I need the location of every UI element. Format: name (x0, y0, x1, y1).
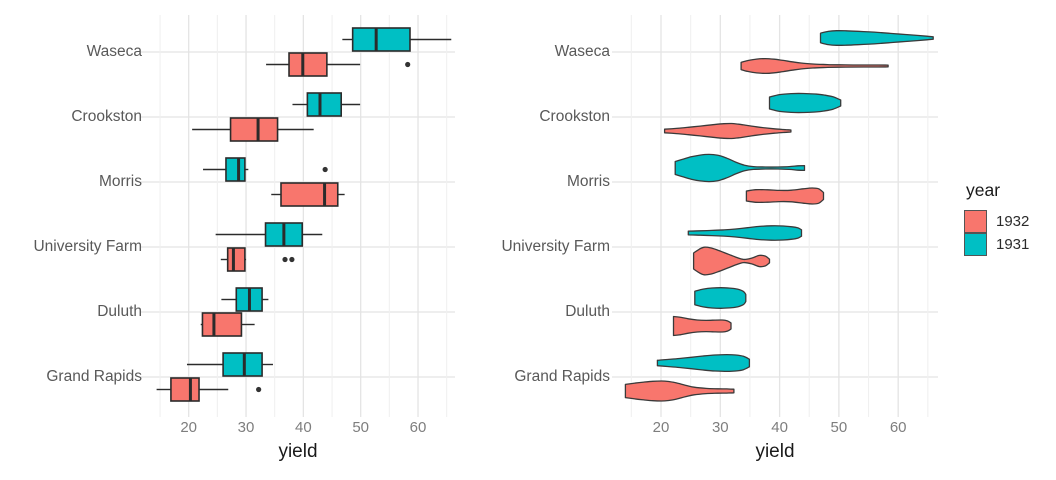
box-waseca-1931 (351, 27, 411, 52)
violin-grand-rapids-1931 (656, 353, 751, 373)
site-label-waseca-right: Waseca (554, 43, 610, 60)
box-crookston-1931 (306, 92, 342, 117)
violin-duluth-1931 (694, 287, 747, 309)
box-waseca-1932 (288, 52, 328, 77)
violin-university-farm-1931 (687, 225, 803, 241)
legend: year 1932 1931 (964, 180, 1029, 256)
violin-crookston-1932 (663, 122, 792, 140)
legend-swatch-1931-icon (964, 233, 987, 256)
x-tick-30-right: 30 (711, 419, 729, 436)
site-label-crookston-right: Crookston (539, 108, 610, 125)
x-tick-30-left: 30 (237, 419, 255, 436)
x-tick-40-left: 40 (295, 419, 312, 436)
site-label-crookston-left: Crookston (71, 108, 142, 125)
x-tick-40-right: 40 (771, 419, 788, 436)
legend-label-1932: 1932 (996, 213, 1030, 230)
violin-morris-1932 (745, 187, 825, 205)
box-crookston-1932 (229, 117, 279, 142)
site-label-morris-right: Morris (566, 173, 610, 190)
legend-title: year (966, 180, 1001, 200)
site-label-university-farm-right: University Farm (501, 238, 610, 255)
legend-swatch-1932-icon (964, 210, 987, 233)
x-tick-20-left: 20 (180, 419, 198, 436)
violin-grand-rapids-1932 (624, 380, 735, 402)
box-duluth-1932 (201, 312, 243, 337)
site-label-grand-rapids-right: Grand Rapids (514, 368, 610, 385)
legend-label-1931: 1931 (996, 236, 1030, 253)
legend-key-1931: 1931 (964, 233, 1029, 256)
x-tick-60-left: 60 (409, 419, 427, 436)
box-grand-rapids-1931 (222, 352, 263, 377)
site-label-grand-rapids-left: Grand Rapids (46, 368, 142, 385)
x-tick-20-right: 20 (652, 419, 670, 436)
site-label-morris-left: Morris (98, 173, 142, 190)
site-label-waseca-left: Waseca (86, 43, 142, 60)
violin-waseca-1931 (819, 30, 934, 46)
box-grand-rapids-1932 (170, 377, 200, 402)
violin-crookston-1931 (768, 92, 842, 114)
box-grand-rapids-1932-outlier (256, 386, 262, 393)
box-university-farm-1932-outlier (282, 256, 288, 263)
box-university-farm-1932-outlier (289, 256, 295, 263)
x-axis-title-left: yield (278, 441, 318, 462)
violin-university-farm-1932 (692, 246, 771, 276)
box-morris-1931-outlier (322, 166, 328, 173)
x-tick-50-right: 50 (830, 419, 848, 436)
violin-duluth-1932 (672, 315, 732, 337)
violin-waseca-1932 (740, 57, 889, 75)
box-morris-1931 (225, 157, 246, 182)
x-tick-60-right: 60 (889, 419, 907, 436)
violin-morris-1931 (674, 153, 806, 183)
site-label-duluth-right: Duluth (565, 303, 610, 320)
site-label-duluth-left: Duluth (97, 303, 142, 320)
site-label-university-farm-left: University Farm (33, 238, 142, 255)
box-waseca-1932-outlier (405, 61, 411, 68)
x-axis-title-right: yield (755, 441, 795, 462)
x-tick-50-left: 50 (352, 419, 370, 436)
legend-key-1932: 1932 (964, 210, 1029, 233)
